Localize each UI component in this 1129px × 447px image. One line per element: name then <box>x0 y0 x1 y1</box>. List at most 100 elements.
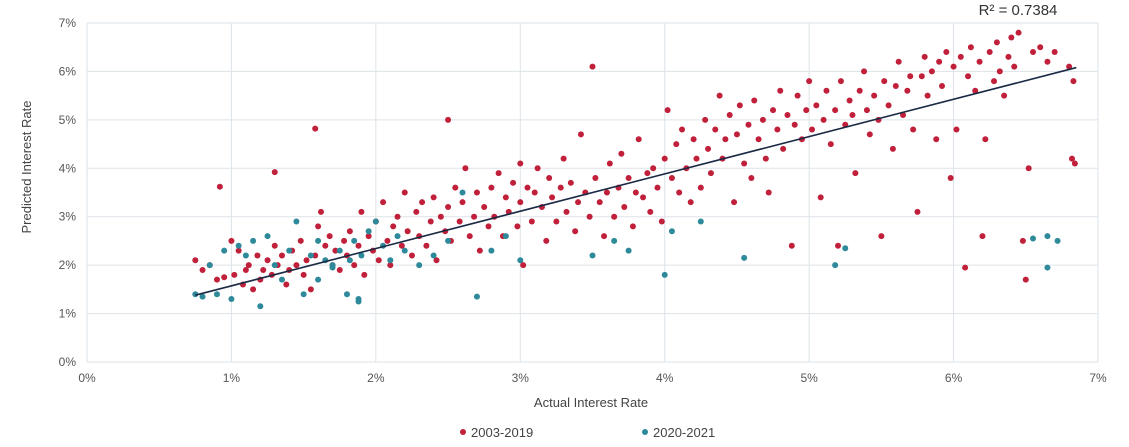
data-point <box>250 286 257 293</box>
data-point <box>433 257 440 264</box>
data-point <box>419 199 426 206</box>
data-point <box>943 49 950 56</box>
data-point <box>192 257 199 264</box>
data-point <box>1070 78 1077 85</box>
data-point <box>524 184 531 191</box>
y-tick-label: 7% <box>59 16 77 30</box>
data-point <box>861 68 868 75</box>
data-point <box>549 194 556 201</box>
data-point <box>401 189 408 196</box>
data-point <box>355 298 362 305</box>
data-point <box>852 170 859 177</box>
data-point <box>621 204 628 211</box>
data-point <box>780 145 787 152</box>
series-a <box>192 29 1078 293</box>
data-point <box>986 49 993 56</box>
data-point <box>733 131 740 138</box>
data-point <box>254 252 261 259</box>
data-point <box>914 208 921 215</box>
data-point <box>456 218 463 225</box>
data-point <box>991 78 998 85</box>
data-point <box>365 228 372 235</box>
data-points <box>192 29 1078 310</box>
legend-marker <box>642 429 648 435</box>
data-point <box>206 262 213 269</box>
data-point <box>982 136 989 143</box>
data-point <box>488 184 495 191</box>
data-point <box>996 68 1003 75</box>
data-point <box>495 170 502 177</box>
data-point <box>1022 276 1029 283</box>
data-point <box>351 262 358 269</box>
data-point <box>427 218 434 225</box>
data-point <box>358 208 365 215</box>
data-point <box>459 189 466 196</box>
data-point <box>404 228 411 235</box>
data-point <box>947 174 954 181</box>
data-point <box>611 213 618 220</box>
data-point <box>827 141 834 148</box>
data-point <box>1044 58 1051 65</box>
data-point <box>213 276 220 283</box>
data-point <box>918 73 925 80</box>
data-point <box>572 228 579 235</box>
data-point <box>394 233 401 240</box>
data-point <box>471 213 478 220</box>
data-point <box>459 199 466 206</box>
data-point <box>953 126 960 133</box>
data-point <box>1054 237 1061 244</box>
x-tick-label: 5% <box>800 371 818 385</box>
data-point <box>1019 237 1026 244</box>
data-point <box>690 136 697 143</box>
data-point <box>307 286 314 293</box>
data-point <box>437 213 444 220</box>
data-point <box>722 136 729 143</box>
data-point <box>231 271 238 278</box>
data-point <box>967 44 974 51</box>
data-point <box>924 92 931 99</box>
data-point <box>1037 44 1044 51</box>
data-point <box>606 160 613 167</box>
data-point <box>939 82 946 89</box>
data-point <box>510 179 517 186</box>
data-point <box>635 136 642 143</box>
data-point <box>336 247 343 254</box>
data-point <box>351 237 358 244</box>
data-point <box>817 194 824 201</box>
data-point <box>235 247 242 254</box>
data-point <box>1011 63 1018 70</box>
data-point <box>820 116 827 123</box>
data-point <box>936 58 943 65</box>
data-point <box>1071 160 1078 167</box>
data-point <box>293 218 300 225</box>
data-point <box>192 291 199 298</box>
data-point <box>517 199 524 206</box>
y-tick-label: 2% <box>59 258 77 272</box>
data-point <box>563 208 570 215</box>
data-point <box>329 264 336 271</box>
data-point <box>485 223 492 230</box>
data-point <box>473 189 480 196</box>
data-point <box>264 233 271 240</box>
data-point <box>664 107 671 114</box>
data-point <box>629 223 636 230</box>
data-point <box>517 257 524 264</box>
data-point <box>1044 233 1051 240</box>
data-point <box>361 271 368 278</box>
data-point <box>546 174 553 181</box>
data-point <box>849 112 856 119</box>
data-point <box>1051 49 1058 56</box>
data-point <box>650 165 657 172</box>
data-point <box>658 218 665 225</box>
data-point <box>794 92 801 99</box>
data-point <box>950 63 957 70</box>
data-point <box>589 252 596 259</box>
data-point <box>199 266 206 273</box>
data-point <box>765 189 772 196</box>
data-point <box>416 262 423 269</box>
data-point <box>557 184 564 191</box>
data-point <box>355 242 362 249</box>
data-point <box>993 39 1000 46</box>
data-point <box>528 218 535 225</box>
